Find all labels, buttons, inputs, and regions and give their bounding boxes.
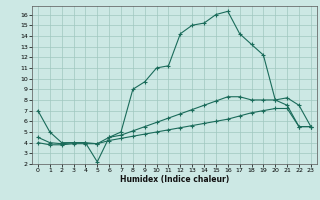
X-axis label: Humidex (Indice chaleur): Humidex (Indice chaleur) — [120, 175, 229, 184]
